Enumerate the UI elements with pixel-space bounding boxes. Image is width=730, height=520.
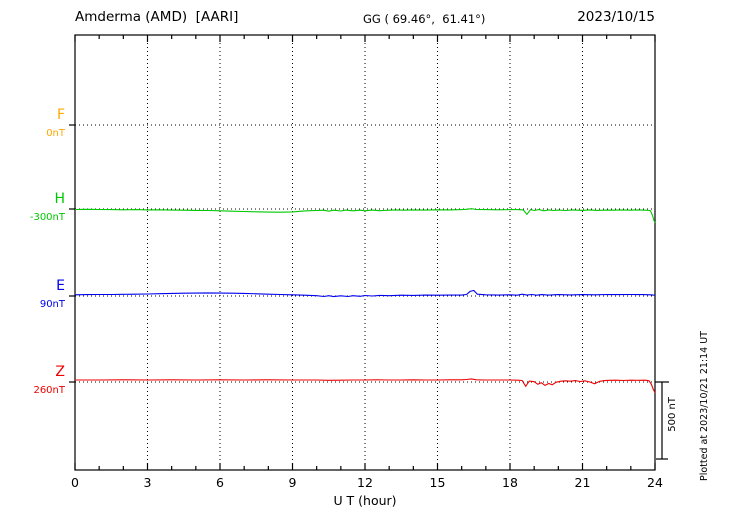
x-tick-label: 0 bbox=[71, 475, 79, 490]
station-title: Amderma (AMD) [AARI] bbox=[75, 9, 239, 25]
date-label: 2023/10/15 bbox=[577, 9, 655, 25]
x-tick-label: 3 bbox=[143, 475, 152, 490]
plotted-at-label: Plotted at 2023/10/21 21:14 UT bbox=[699, 331, 710, 482]
trace-baseline-e: 90nT bbox=[39, 299, 65, 310]
e-trace bbox=[74, 289, 656, 298]
x-tick-label: 21 bbox=[574, 475, 591, 490]
trace-baseline-z: 260nT bbox=[33, 385, 65, 396]
x-tick-label: 18 bbox=[502, 475, 518, 490]
h-trace bbox=[74, 208, 656, 224]
geographic-coordinates: GG ( 69.46°, 61.41°) bbox=[363, 12, 486, 26]
plot-frame bbox=[74, 34, 656, 471]
trace-label-e: E bbox=[56, 278, 65, 294]
x-tick-label: 15 bbox=[429, 475, 446, 490]
x-tick-label: 6 bbox=[216, 475, 224, 490]
x-tick-label: 24 bbox=[647, 475, 663, 490]
trace-label-z: Z bbox=[55, 364, 65, 380]
scale-bar-label: 500 nT bbox=[667, 397, 678, 432]
trace-baseline-h: -300nT bbox=[29, 212, 65, 223]
trace-label-f: F bbox=[56, 107, 65, 123]
x-tick-label: 9 bbox=[288, 475, 297, 490]
trace-baseline-f: 0nT bbox=[46, 128, 65, 139]
x-tick-label: 12 bbox=[357, 475, 373, 490]
x-axis-title: U T (hour) bbox=[333, 493, 397, 508]
trace-label-h: H bbox=[54, 191, 65, 207]
z-trace bbox=[75, 378, 656, 394]
